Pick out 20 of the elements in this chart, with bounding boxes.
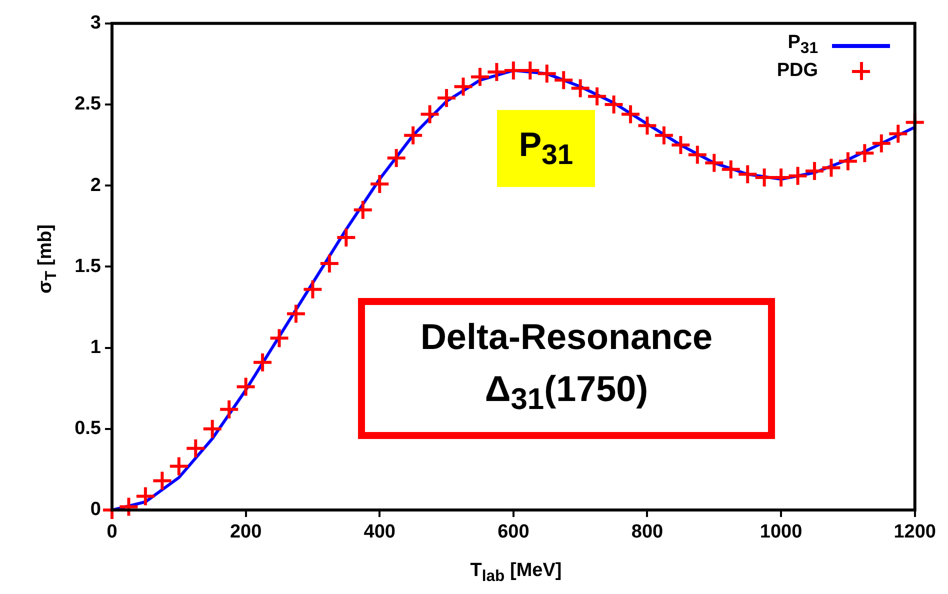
annotation: Δ$_{31}$(1750)	[484, 366, 648, 418]
y-tick-label: 2.5	[74, 94, 102, 115]
y-tick-label: 0	[90, 499, 101, 520]
x-tick-label: 200	[230, 522, 262, 543]
x-tick-label: 1200	[894, 522, 936, 543]
y-tick-label: 0.5	[74, 418, 102, 440]
x-tick-label: 800	[631, 522, 664, 543]
y-tick-label: 1	[90, 337, 102, 358]
x-tick-label: 0	[106, 522, 118, 543]
x-tick-label: 600	[498, 522, 530, 543]
legend-label: PDG	[776, 60, 818, 82]
y-tick-label: 1.5	[74, 256, 102, 277]
x-tick-label: 400	[364, 522, 396, 543]
annotation: P$_{31}$	[518, 126, 574, 172]
legend-label: P$_{31}$	[788, 32, 818, 59]
y-tick-label: 3	[90, 12, 101, 34]
x-axis-title: T$_{lab}$ [MeV]	[469, 560, 563, 586]
y-tick-label: 2	[90, 174, 101, 196]
x-tick-label: 1000	[760, 522, 802, 543]
annotation: Delta-Resonance	[420, 314, 713, 359]
